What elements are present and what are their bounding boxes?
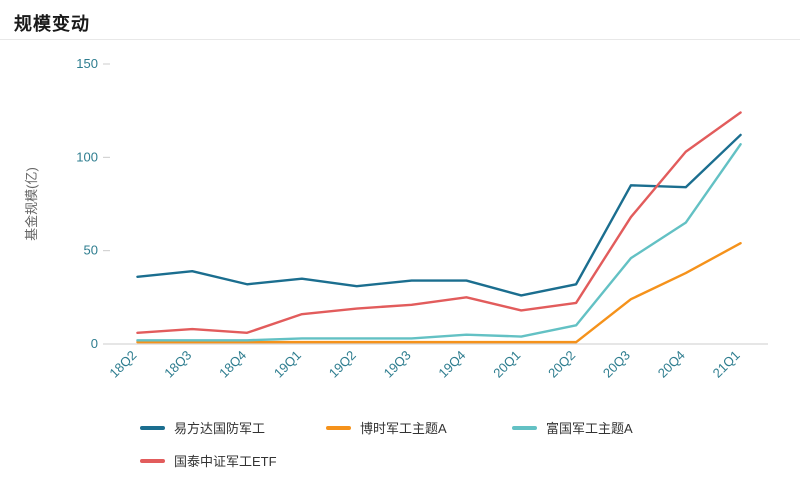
chart-legend: 易方达国防军工 博时军工主题A 富国军工主题A 国泰中证军工ETF [140,412,720,470]
legend-item-boshi[interactable]: 博时军工主题A [326,418,512,437]
legend-line-marker [140,458,165,463]
series-line-1 [136,241,742,344]
legend-line-marker [140,425,165,430]
series-line-2 [136,143,742,342]
x-axis-tick-label: 18Q2 [106,348,139,381]
x-axis-tick-label: 18Q4 [216,348,249,381]
page-title: 规模变动 [14,14,90,34]
x-axis-tick-label: 20Q2 [545,348,578,381]
x-axis-tick-label: 20Q1 [490,348,523,381]
chart-header: 规模变动 [0,0,800,40]
legend-item-yifangda[interactable]: 易方达国防军工 [140,418,326,437]
x-axis-tick-label: 19Q2 [326,348,359,381]
x-axis-tick-label: 18Q3 [161,348,194,381]
x-axis-tick-label: 19Q4 [435,348,468,381]
line-chart: 0 50 100 150 18Q2 18Q3 18Q4 19Q1 19Q2 19Q3 19Q4 20Q… [0,40,800,412]
x-axis-tick-label: 20Q3 [600,348,633,381]
legend-line-marker [326,425,351,430]
line-chart-canvas: 0 50 100 150 18Q2 18Q3 18Q4 19Q1 19Q2 19Q3 19Q4 20Q… [24,56,768,381]
x-axis-tick-label: 21Q1 [710,348,743,381]
x-axis-tick-label: 19Q1 [271,348,304,381]
legend-item-fuguo[interactable]: 富国军工主题A [512,418,698,437]
legend-line-marker [512,425,537,430]
y-axis-tick-label: 150 [76,56,98,71]
y-axis-tick-label: 50 [84,243,98,258]
series-line-0 [136,133,742,297]
y-axis-name: 基金规模(亿) [24,167,39,241]
legend-label: 易方达国防军工 [174,421,266,436]
legend-item-guotai[interactable]: 国泰中证军工ETF [140,451,326,470]
y-axis-tick-label: 0 [91,336,98,351]
series-line-3 [136,111,742,334]
legend-label: 博时军工主题A [360,421,447,436]
legend-label: 国泰中证军工ETF [174,454,277,469]
x-axis-tick-label: 19Q3 [381,348,414,381]
y-axis-tick-label: 100 [76,149,98,164]
x-axis-tick-label: 20Q4 [655,348,688,381]
legend-label: 富国军工主题A [546,421,633,436]
